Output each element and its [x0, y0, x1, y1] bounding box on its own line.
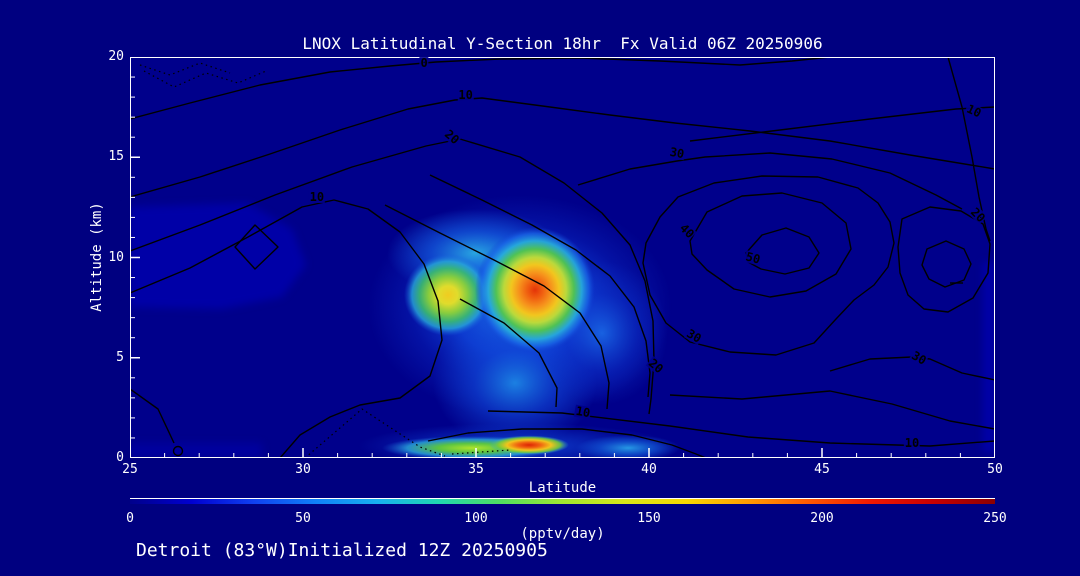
- y-tick-label: 15: [108, 149, 124, 165]
- x-axis-title: Latitude: [528, 480, 597, 496]
- plot-frame: [130, 57, 995, 458]
- colorbar-tick-label: 50: [295, 511, 311, 526]
- chart-title: LNOX Latitudinal Y-Section 18hr Fx Valid…: [302, 34, 823, 53]
- colorbar: [130, 498, 995, 505]
- colorbar-tick-label: 200: [810, 511, 834, 526]
- footer-annotation: Detroit (83°W)Initialized 12Z 20250905: [136, 540, 548, 561]
- colorbar-units-label: (pptv/day): [520, 526, 605, 542]
- contour-line-label: 30: [667, 145, 686, 162]
- x-tick-label: 50: [987, 462, 1003, 477]
- contour-line-label: 10: [574, 403, 593, 421]
- contour-line-label: 10: [308, 190, 326, 205]
- x-tick-label: 30: [295, 462, 311, 477]
- line-contours: [130, 57, 995, 458]
- y-tick-label: 5: [116, 349, 124, 365]
- x-tick-label: 35: [468, 462, 484, 477]
- colorbar-gradient: [130, 499, 995, 504]
- x-tick-label: 40: [641, 462, 657, 477]
- contour-line-label: 10: [903, 435, 921, 450]
- contour-line-label: 50: [743, 248, 763, 267]
- contour-line-label: 0: [419, 56, 429, 70]
- filled-contour-field: [130, 57, 995, 458]
- colorbar-tick-label: 0: [126, 511, 134, 526]
- colorbar-tick-label: 150: [637, 511, 661, 526]
- x-tick-label: 45: [814, 462, 830, 477]
- negative-dotted-contours: [139, 62, 511, 458]
- colorbar-tick-label: 250: [983, 511, 1007, 526]
- contour-line-label: 10: [457, 88, 474, 103]
- x-tick-label: 25: [122, 462, 138, 477]
- y-tick-label: 20: [108, 49, 124, 64]
- colorbar-tick-label: 100: [464, 511, 488, 526]
- y-tick-label: 0: [116, 450, 124, 465]
- contour-plot-svg: [130, 57, 995, 458]
- plot-area: [130, 57, 995, 458]
- y-tick-label: 10: [108, 249, 124, 265]
